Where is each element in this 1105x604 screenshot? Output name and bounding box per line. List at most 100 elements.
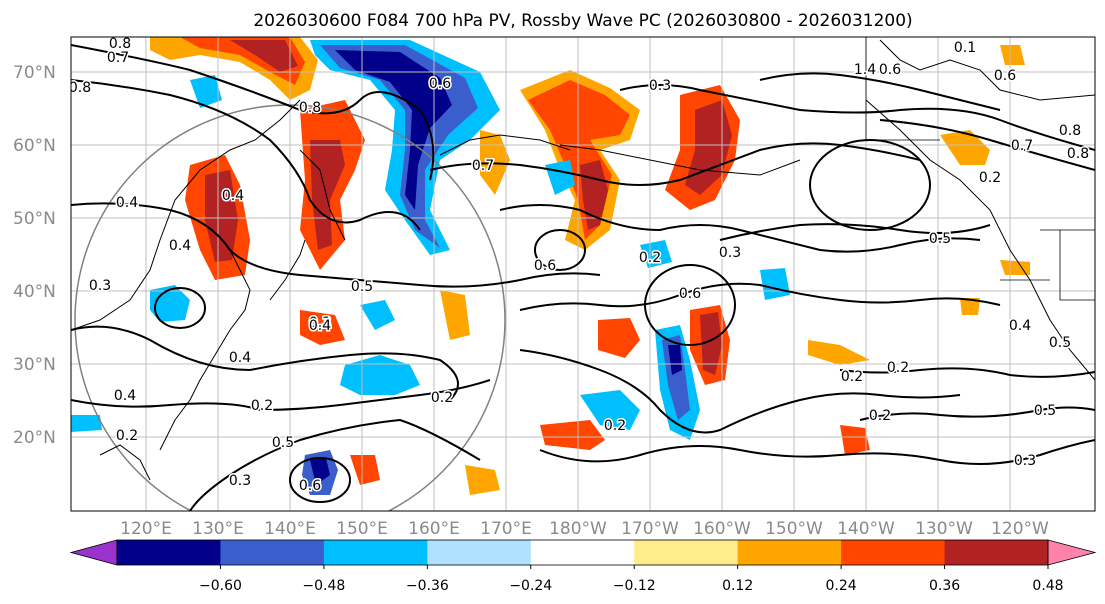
lon-label-150w: 150°W — [765, 519, 823, 539]
contour-label: 0.5 — [272, 435, 294, 451]
colorbar-segment — [220, 540, 325, 565]
positive-anomaly — [700, 312, 722, 375]
contour-label: 0.3 — [309, 315, 331, 331]
colorbar-segment — [323, 540, 428, 565]
positive-anomaly — [598, 318, 640, 358]
negative-anomaly — [668, 345, 682, 375]
lat-label-30n: 30°N — [13, 355, 56, 375]
contour-label: 0.4 — [114, 388, 136, 404]
contour-label: 0.5 — [929, 231, 951, 247]
contour-label: 0.8 — [1067, 146, 1089, 162]
contour-label: 0.7 — [1011, 138, 1033, 154]
contour-label: 0.5 — [351, 279, 373, 295]
colorbar-tick-label: −0.48 — [302, 578, 345, 594]
lat-label-60n: 60°N — [13, 136, 56, 156]
map-area: 0.80.70.80.80.61.4 0.60.10.60.80.4 0.40.30… — [69, 37, 1095, 511]
positive-anomaly — [350, 455, 380, 485]
contour-label: 0.6 — [299, 478, 321, 494]
contour-label: 0.1 — [954, 40, 976, 56]
contour-label: 0.2 — [887, 360, 909, 376]
negative-anomaly — [335, 50, 452, 210]
contour-label: 0.4 — [169, 238, 191, 254]
colorbar-segment — [841, 540, 946, 565]
contour-label: 0.4 — [222, 188, 244, 204]
contour-label: 0.8 — [69, 80, 91, 96]
contour-label: 0.2 — [251, 398, 273, 414]
contour-label: 0.6 — [679, 286, 701, 302]
colorbar-tick-label: 0.24 — [826, 578, 857, 594]
lon-label-170e: 170°E — [480, 519, 532, 539]
negative-anomaly — [310, 458, 330, 485]
lon-label-120w: 120°W — [991, 519, 1049, 539]
lat-label-20n: 20°N — [13, 428, 56, 448]
contour-label: 0.6 — [994, 68, 1016, 84]
lon-label-150e: 150°E — [336, 519, 388, 539]
longitude-labels: 120°E 130°E 140°E 150°E 160°E 170°E 180°… — [120, 519, 1049, 539]
lat-label-40n: 40°N — [13, 282, 56, 302]
colorbar-tick-label: −0.60 — [199, 578, 242, 594]
lon-label-120e: 120°E — [120, 519, 172, 539]
contour-label: 0.3 — [649, 78, 671, 94]
lon-label-140w: 140°W — [837, 519, 895, 539]
contour-label: 0.2 — [116, 428, 138, 444]
positive-anomaly — [310, 140, 345, 250]
contour-labels: 0.80.70.80.80.61.4 0.60.10.60.80.4 0.40.30… — [69, 37, 1091, 496]
contour-label: 0.6 — [879, 62, 901, 78]
colorbar-extension — [1047, 539, 1097, 566]
contour-label: 0.4 — [309, 318, 331, 334]
contour-label: 0.8 — [1059, 123, 1081, 139]
positive-anomaly — [1000, 260, 1030, 275]
positive-anomaly — [808, 340, 870, 365]
colorbar-tick-label: −0.24 — [509, 578, 552, 594]
contour-label: 0.2 — [979, 170, 1001, 186]
positive-anomaly — [205, 170, 238, 262]
lon-label-160e: 160°E — [408, 519, 460, 539]
negative-anomaly — [150, 285, 190, 322]
negative-anomaly — [662, 335, 690, 420]
colorbar-frame — [116, 539, 1049, 566]
colorbar-tick-label: 0.48 — [1032, 578, 1063, 594]
negative-anomaly — [340, 355, 420, 395]
colorbar-tick-label: −0.36 — [406, 578, 449, 594]
lon-label-160w: 160°W — [693, 519, 751, 539]
colorbar: −0.60 −0.48 −0.36 −0.24 −0.12 0.12 0.24 0.36 0.4… — [69, 539, 1097, 594]
contour-label: 0.2 — [604, 418, 626, 434]
lon-label-130e: 130°E — [192, 519, 244, 539]
colorbar-tick-label: 0.36 — [929, 578, 960, 594]
colorbar-segment — [944, 540, 1049, 565]
pv-contours — [71, 44, 1095, 511]
lat-label-50n: 50°N — [13, 209, 56, 229]
positive-anomaly — [960, 298, 980, 315]
positive-anomaly — [440, 290, 470, 340]
map-frame — [70, 36, 1096, 512]
contour-label: 0.3 — [719, 245, 741, 261]
contour-label: 0.4 — [1009, 318, 1031, 334]
contour-label: 0.7 — [472, 158, 494, 174]
contour-label: 0.7 — [107, 50, 129, 66]
contour-label: 0.2 — [869, 408, 891, 424]
contour-label: 0.3 — [1014, 453, 1036, 469]
chart-title: 2026030600 F084 700 hPa PV, Rossby Wave … — [253, 11, 912, 31]
coastlines — [71, 39, 1095, 481]
negative-anomaly — [71, 415, 102, 432]
contour-label: 0.6 — [429, 76, 451, 92]
contour-label: 0.3 — [89, 278, 111, 294]
lon-label-140e: 140°E — [264, 519, 316, 539]
negative-anomaly — [580, 390, 640, 430]
positive-anomaly — [465, 465, 500, 495]
contour-label: 1.4 — [854, 62, 876, 78]
colorbar-extension — [69, 539, 118, 566]
colorbar-segment — [117, 540, 221, 565]
negative-anomaly — [545, 160, 575, 195]
colorbar-tick-label: 0.12 — [722, 578, 753, 594]
pv-shading — [71, 37, 1030, 495]
positive-anomaly — [540, 420, 605, 450]
lon-label-170w: 170°W — [621, 519, 679, 539]
colorbar-segment — [427, 540, 532, 565]
negative-anomaly — [360, 300, 395, 330]
colorbar-segment — [737, 540, 842, 565]
contour-label: 0.5 — [1034, 403, 1056, 419]
contour-label: 0.5 — [1049, 335, 1071, 351]
colorbar-tick-label: −0.12 — [613, 578, 656, 594]
